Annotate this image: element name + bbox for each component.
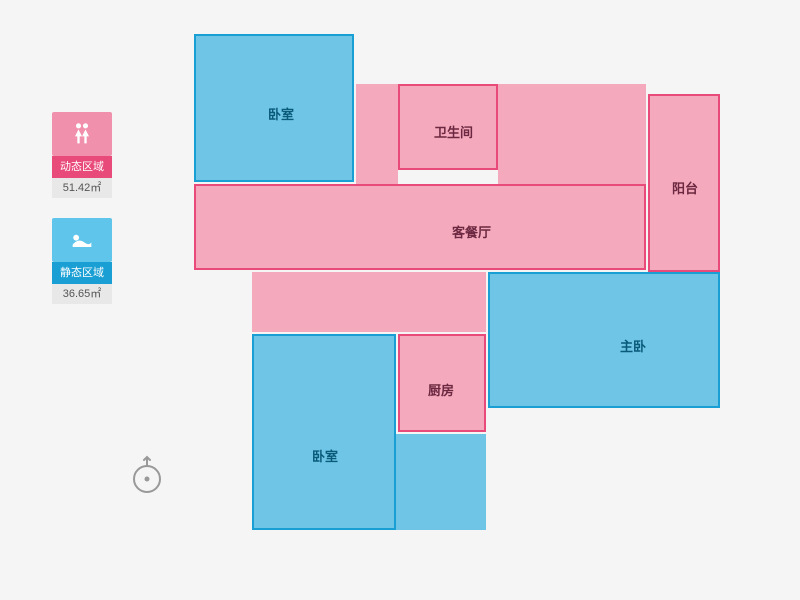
legend-static: 静态区域 36.65㎡ xyxy=(52,218,112,304)
legend-dynamic-label: 动态区域 xyxy=(52,156,112,178)
room-master: 主卧 xyxy=(488,272,720,408)
room-label-balcony: 阳台 xyxy=(672,178,698,197)
room-bathroom: 卫生间 xyxy=(398,84,498,170)
room-living: 客餐厅 xyxy=(194,184,646,270)
legend-panel: 动态区域 51.42㎡ 静态区域 36.65㎡ xyxy=(52,112,112,324)
legend-dynamic-value: 51.42㎡ xyxy=(52,178,112,198)
people-icon xyxy=(52,112,112,156)
legend-static-value: 36.65㎡ xyxy=(52,284,112,304)
room-label-bedroom1: 卧室 xyxy=(268,104,294,123)
room-bedroom2_ext xyxy=(396,434,486,530)
room-label-bathroom: 卫生间 xyxy=(434,122,473,141)
room-bedroom2: 卧室 xyxy=(252,334,396,530)
compass-icon xyxy=(130,455,164,495)
sleep-icon xyxy=(52,218,112,262)
room-label-bedroom2: 卧室 xyxy=(312,446,338,465)
room-balcony: 阳台 xyxy=(648,94,720,272)
room-living_top xyxy=(356,84,398,186)
room-living_right xyxy=(498,84,646,186)
legend-static-label: 静态区域 xyxy=(52,262,112,284)
room-label-kitchen: 厨房 xyxy=(428,380,454,399)
legend-dynamic: 动态区域 51.42㎡ xyxy=(52,112,112,198)
room-label-living: 客餐厅 xyxy=(452,222,491,241)
room-kitchen: 厨房 xyxy=(398,334,486,432)
room-label-master: 主卧 xyxy=(620,336,646,355)
room-bedroom1: 卧室 xyxy=(194,34,354,182)
room-corridor xyxy=(252,272,486,332)
